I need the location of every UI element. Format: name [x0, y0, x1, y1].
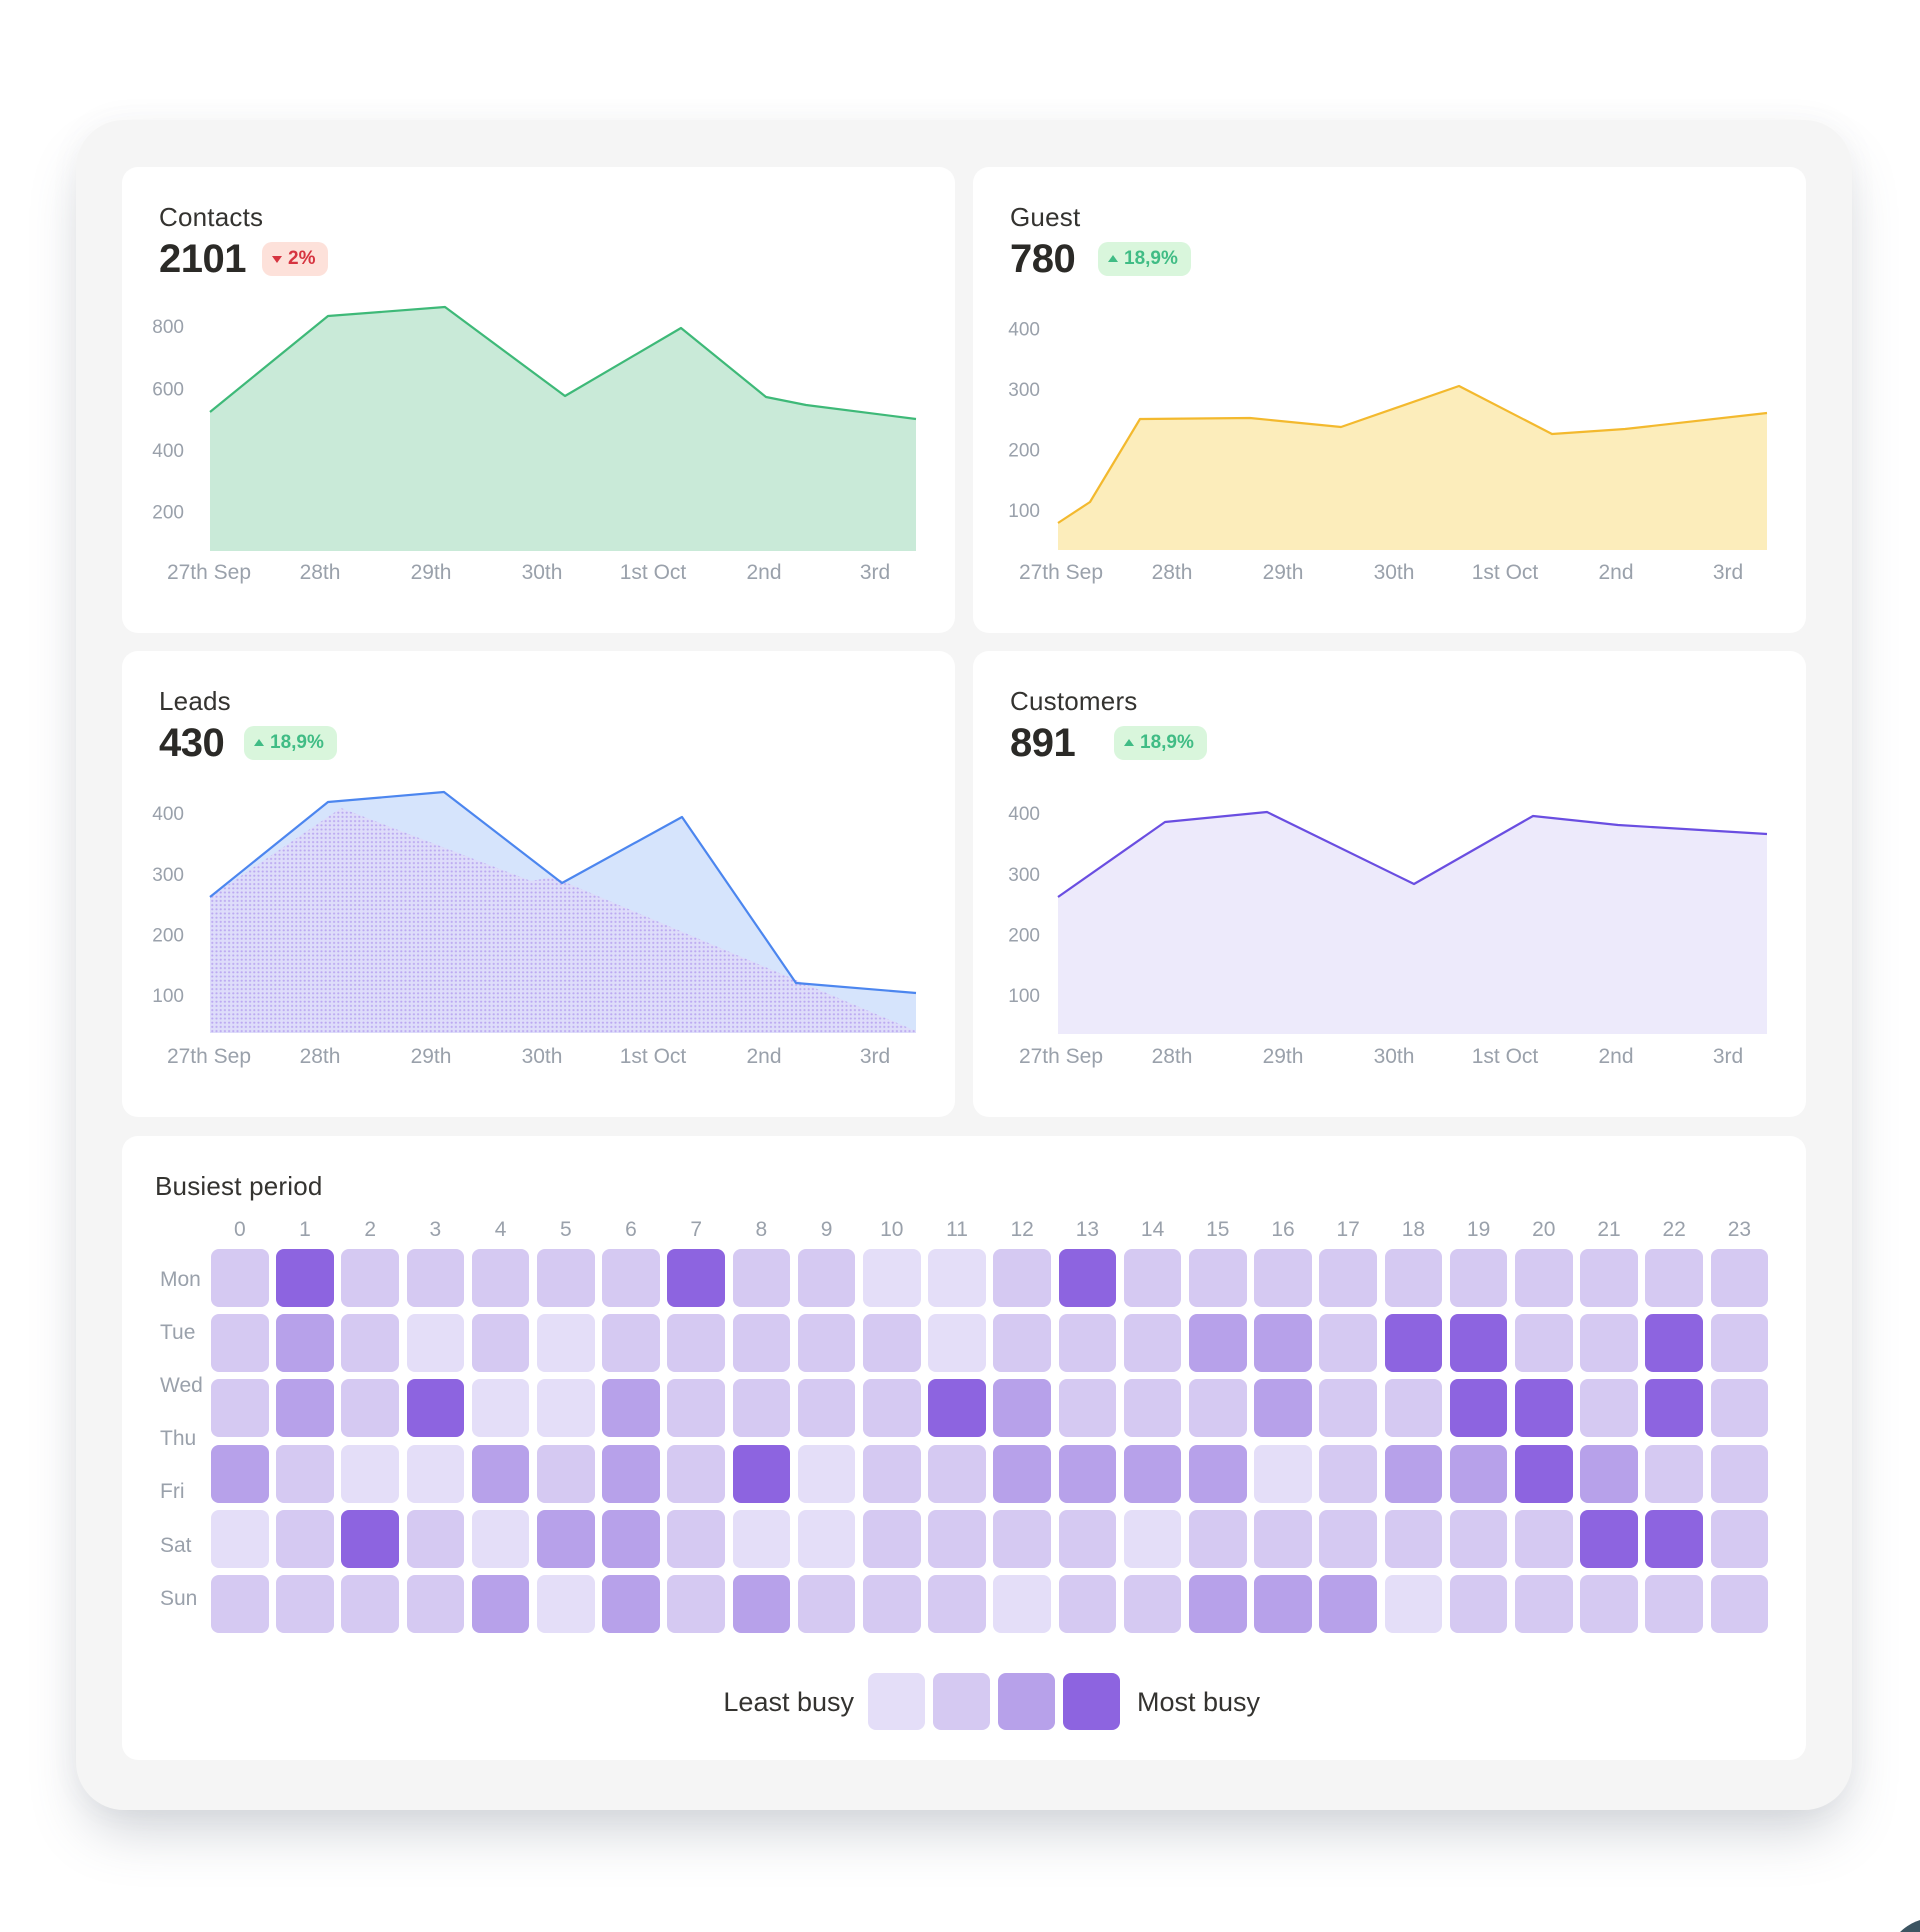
svg-text:28th: 28th	[300, 1045, 341, 1068]
svg-text:27th Sep: 27th Sep	[167, 1045, 251, 1068]
svg-text:1st Oct: 1st Oct	[620, 561, 687, 584]
svg-text:2nd: 2nd	[1598, 561, 1633, 584]
svg-text:3rd: 3rd	[860, 561, 890, 584]
svg-text:400: 400	[1008, 320, 1040, 341]
svg-text:1st Oct: 1st Oct	[1472, 561, 1539, 584]
svg-text:300: 300	[1008, 865, 1040, 886]
svg-text:29th: 29th	[1263, 561, 1304, 584]
svg-text:29th: 29th	[411, 561, 452, 584]
svg-text:3rd: 3rd	[860, 1045, 890, 1068]
svg-text:2nd: 2nd	[1598, 1045, 1633, 1068]
svg-text:800: 800	[152, 317, 184, 338]
svg-text:2nd: 2nd	[746, 561, 781, 584]
svg-text:300: 300	[1008, 380, 1040, 401]
svg-text:27th Sep: 27th Sep	[1019, 1045, 1103, 1068]
svg-text:29th: 29th	[411, 1045, 452, 1068]
svg-text:30th: 30th	[1374, 1045, 1415, 1068]
svg-text:29th: 29th	[1263, 1045, 1304, 1068]
svg-text:27th Sep: 27th Sep	[167, 561, 251, 584]
svg-text:400: 400	[1008, 804, 1040, 825]
svg-text:1st Oct: 1st Oct	[620, 1045, 687, 1068]
svg-text:400: 400	[152, 441, 184, 462]
svg-text:300: 300	[152, 865, 184, 886]
svg-text:27th Sep: 27th Sep	[1019, 561, 1103, 584]
svg-text:100: 100	[1008, 501, 1040, 522]
svg-text:30th: 30th	[522, 1045, 563, 1068]
svg-text:200: 200	[1008, 926, 1040, 947]
svg-text:100: 100	[152, 986, 184, 1007]
svg-text:2nd: 2nd	[746, 1045, 781, 1068]
svg-text:200: 200	[152, 503, 184, 524]
svg-text:600: 600	[152, 380, 184, 401]
svg-text:1st Oct: 1st Oct	[1472, 1045, 1539, 1068]
svg-text:3rd: 3rd	[1713, 561, 1743, 584]
svg-text:28th: 28th	[300, 561, 341, 584]
svg-text:400: 400	[152, 804, 184, 825]
svg-text:200: 200	[152, 926, 184, 947]
svg-text:30th: 30th	[1374, 561, 1415, 584]
svg-text:3rd: 3rd	[1713, 1045, 1743, 1068]
svg-text:200: 200	[1008, 441, 1040, 462]
svg-text:100: 100	[1008, 986, 1040, 1007]
svg-text:28th: 28th	[1152, 561, 1193, 584]
svg-text:30th: 30th	[522, 561, 563, 584]
svg-text:28th: 28th	[1152, 1045, 1193, 1068]
